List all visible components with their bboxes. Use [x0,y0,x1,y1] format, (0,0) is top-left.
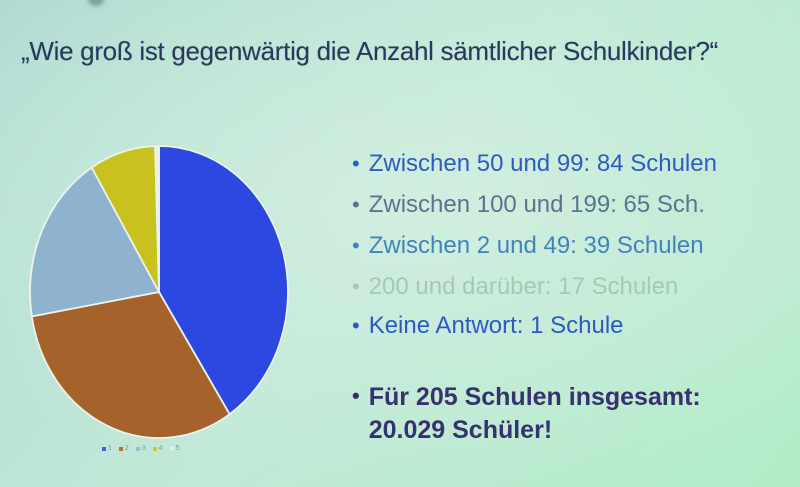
bullet-icon: • [352,383,360,408]
summary-line1: Für 205 Schulen insgesamt: [368,383,701,411]
bullet-text: Keine Antwort: 1 Schule [368,312,624,339]
pie-slice-5 [154,145,160,293]
legend-swatch-icon [169,446,174,451]
legend-label: 1 [108,445,112,452]
legend-label: 4 [158,445,163,452]
legend-swatch-icon [102,446,106,451]
legend-item: 3 [135,445,146,452]
bullet-text: Zwischen 50 und 99: 84 Schulen [368,150,717,177]
bullet-icon: • [352,151,360,176]
pie-legend: 1 2 3 4 5 [102,445,242,452]
list-item: • 200 und darüber: 17 Schulen [352,272,678,302]
legend-item: 2 [118,445,129,452]
summary-block: • Für 205 Schulen insgesamt: 20.029 Schü… [352,381,792,447]
list-item: • Zwischen 100 und 199: 65 Sch. [352,190,705,220]
pie-slice-3 [29,166,161,318]
legend-label: 2 [124,445,129,452]
pie-chart [29,145,289,439]
bullet-icon: • [352,313,360,338]
bullet-text: Zwischen 100 und 199: 65 Sch. [368,191,705,218]
list-item: • Zwischen 2 und 49: 39 Schulen [352,231,704,261]
list-item: • Zwischen 50 und 99: 84 Schulen [352,149,717,179]
summary-line2: 20.029 Schüler! [368,416,553,444]
photo-artifact [88,0,104,6]
legend-swatch-icon [135,446,140,451]
legend-label: 3 [141,445,146,452]
slide-title: „Wie groß ist gegenwärtig die Anzahl säm… [21,36,719,66]
legend-label: 5 [175,445,180,452]
bullet-text: 200 und darüber: 17 Schulen [368,273,679,300]
legend-item: 1 [102,445,112,452]
legend-swatch-icon [152,446,157,451]
pie-slice-2 [30,290,231,439]
legend-item: 5 [169,445,180,452]
summary-text: Für 205 Schulen insgesamt: 20.029 Schüle… [369,381,701,447]
bullet-icon: • [352,192,360,217]
legend-swatch-icon [118,446,123,451]
legend-item: 4 [152,445,163,452]
bullet-icon: • [352,274,360,299]
bullet-text: Zwischen 2 und 49: 39 Schulen [368,232,704,259]
list-item: • Keine Antwort: 1 Schule [352,311,624,341]
bullet-icon: • [352,233,360,258]
